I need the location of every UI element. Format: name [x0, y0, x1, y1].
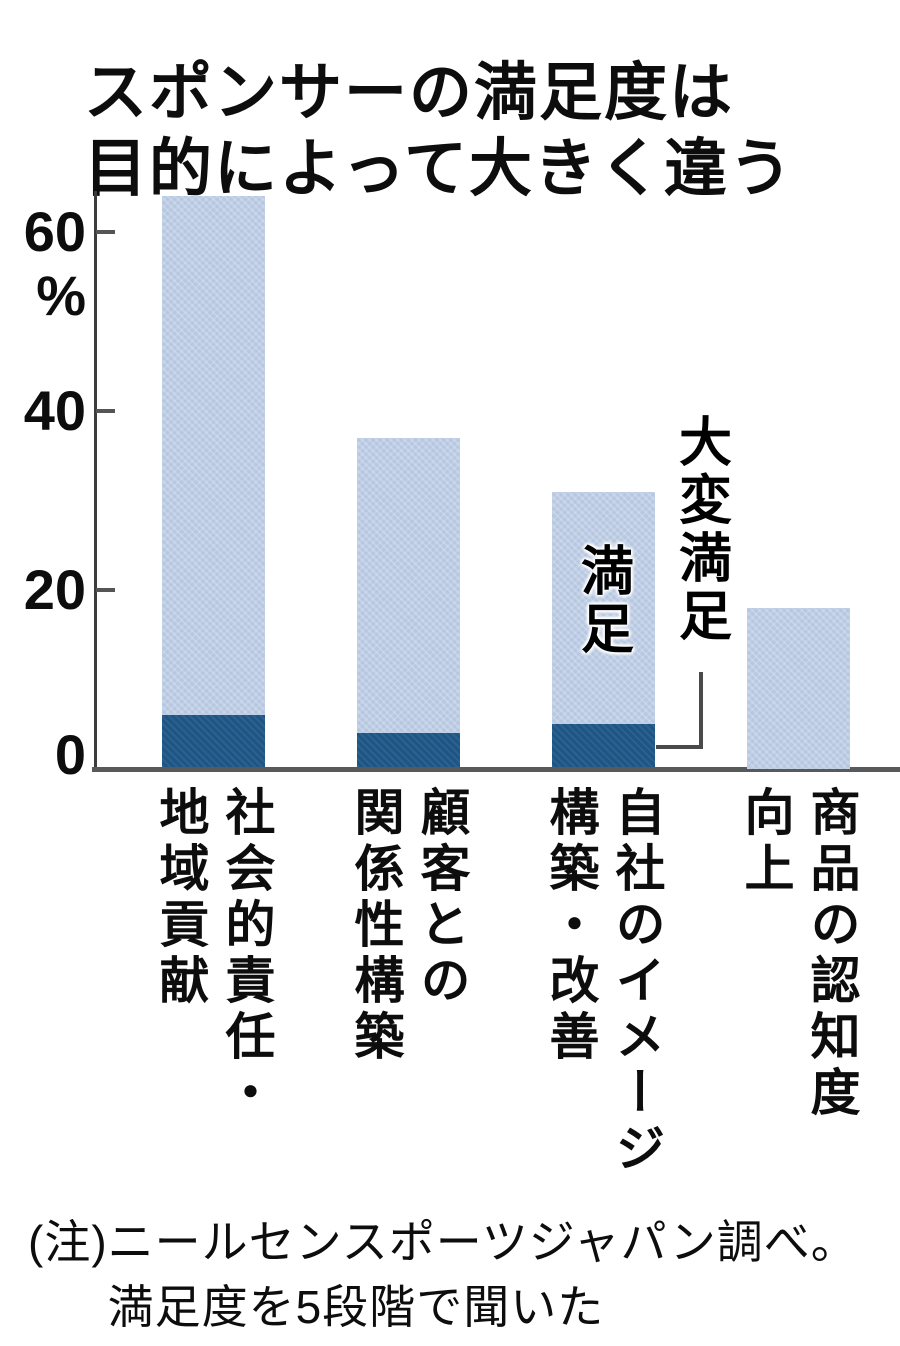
chart-title: スポンサーの満足度は 目的によって大きく違う: [84, 56, 794, 207]
y-tick-label: 20: [23, 558, 86, 621]
bar-segment-very-satisfied: [552, 724, 655, 767]
category-label: 商品の認知度 向上: [737, 786, 860, 1122]
category-label: 顧客との 関係性構築: [347, 786, 470, 1066]
source-note-line2: 満足度を5段階で聞いた: [107, 1281, 605, 1334]
bar-segment-satisfied: [747, 607, 850, 769]
bar-segment-very-satisfied: [357, 733, 460, 767]
category-label: 社会的責任・ 地域貢献: [152, 786, 275, 1122]
source-note: (注) ニールセンスポーツジャパン調べ。 満足度を5段階で聞いた: [28, 1210, 858, 1341]
bar-segment-satisfied: [552, 491, 655, 725]
y-axis-line: [94, 191, 97, 772]
annotation-very-satisfied-label: 大変満足: [671, 414, 731, 646]
category-label: 自社のイメージ 構築・改善: [542, 786, 665, 1178]
chart-title-line2: 目的によって大きく違う: [84, 133, 794, 204]
y-tick-label: 0: [54, 723, 86, 786]
source-note-line1: ニールセンスポーツジャパン調べ。: [107, 1216, 858, 1268]
annotation-satisfied-label: 満足: [573, 543, 633, 659]
x-axis-line: [92, 767, 900, 772]
source-note-body: ニールセンスポーツジャパン調べ。 満足度を5段階で聞いた: [108, 1210, 858, 1341]
bar-segment-very-satisfied: [162, 715, 265, 767]
y-axis-tick: [96, 230, 115, 234]
bar-segment-satisfied: [162, 196, 265, 716]
y-axis-tick: [96, 409, 115, 413]
chart-title-line1: スポンサーの満足度は: [84, 58, 734, 129]
y-tick-label: 60: [23, 200, 86, 263]
y-tick-label: 40: [23, 379, 86, 442]
source-note-prefix: (注): [28, 1216, 108, 1268]
y-axis-unit-label: %: [36, 264, 86, 327]
bar-segment-satisfied: [357, 437, 460, 734]
y-axis-tick: [96, 588, 115, 592]
